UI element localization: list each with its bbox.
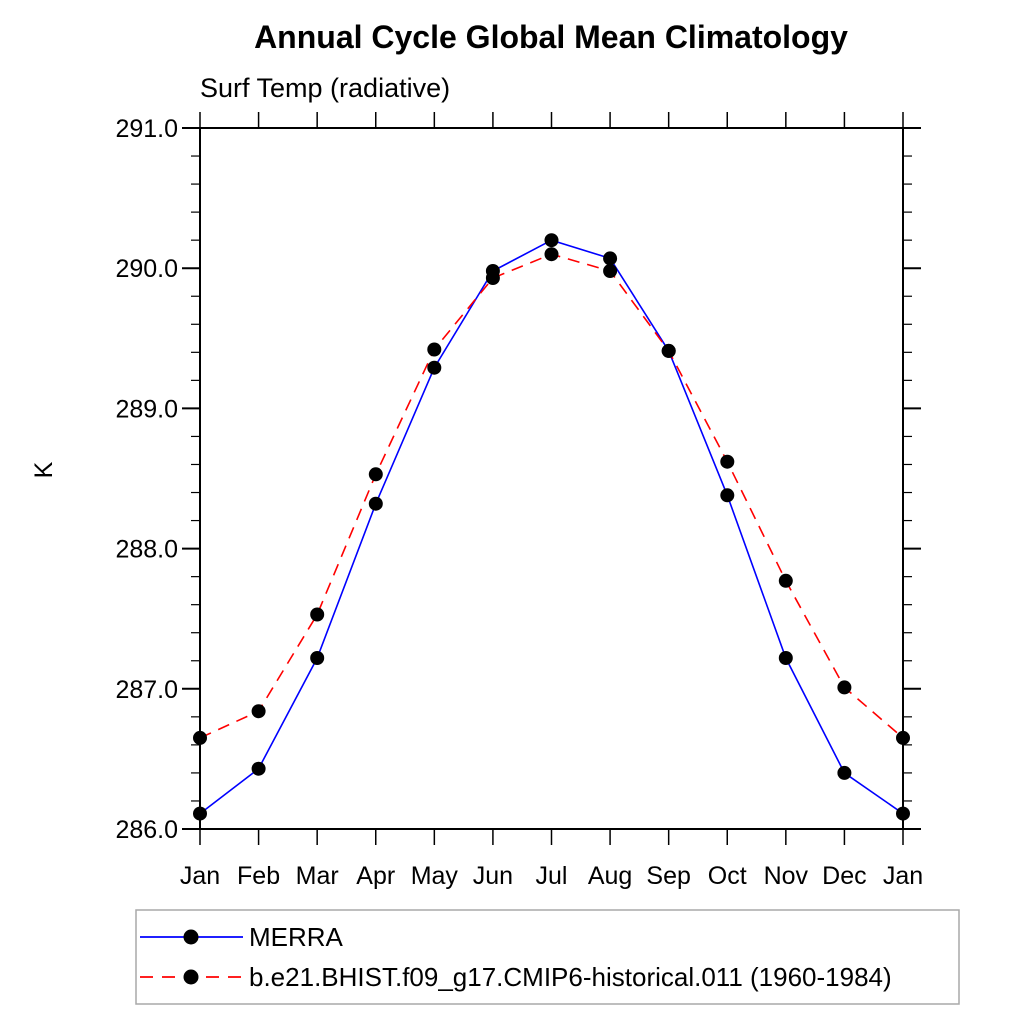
y-axis-tick-label: 290.0 (115, 255, 178, 283)
x-axis-tick-label: May (411, 862, 459, 890)
chart-subtitle: Surf Temp (radiative) (200, 73, 450, 103)
axis-frame (199, 127, 904, 830)
y-axis-tick-label: 291.0 (115, 115, 178, 143)
y-axis-tick-label: 288.0 (115, 536, 178, 564)
data-point-model-run-apr-3 (368, 467, 383, 482)
data-point-model-run-oct-9 (720, 454, 735, 469)
legend: MERRA b.e21.BHIST.f09_g17.CMIP6-historic… (135, 909, 960, 1005)
x-axis-tick-label: Nov (764, 862, 809, 890)
data-point-merra-may-4 (427, 360, 442, 375)
x-axis-tick-label: Jun (473, 862, 513, 890)
series-line-model-run (199, 253, 904, 739)
data-point-merra-oct-9 (720, 488, 735, 503)
data-point-model-run-jun-5 (485, 271, 500, 285)
data-point-merra-jan-0 (193, 806, 207, 821)
y-axis-tick-label: 286.0 (115, 816, 178, 844)
x-axis-tick-label: Jan (883, 862, 923, 890)
x-axis-tick-label: Oct (708, 862, 747, 890)
legend-item-merra: MERRA (140, 922, 344, 952)
data-point-model-run-may-4 (427, 342, 442, 357)
legend-item-model-run: b.e21.BHIST.f09_g17.CMIP6-historical.011… (140, 962, 892, 992)
data-point-model-run-jul-6 (544, 247, 559, 262)
x-axis-tick-label: Dec (822, 862, 866, 890)
y-axis-tick-label: 289.0 (115, 395, 178, 423)
x-axis-tick-label: Apr (356, 862, 395, 890)
data-point-model-run-jan-0 (193, 730, 207, 745)
x-axis-tick-label: Jan (180, 862, 220, 890)
data-point-merra-feb-1 (251, 761, 266, 776)
x-axis-tick-label: Feb (237, 862, 280, 890)
legend-label-model-run: b.e21.BHIST.f09_g17.CMIP6-historical.011… (249, 962, 892, 992)
data-point-model-run-dec-11 (837, 680, 852, 695)
chart-title: Annual Cycle Global Mean Climatology (254, 19, 848, 55)
plot-area: 286.0 287.0 288.0 289.0 290.0 291.0 Jan Feb Mar A… (115, 112, 923, 890)
legend-marker-model-run (183, 969, 199, 985)
x-axis-tick-label: Aug (588, 862, 632, 890)
data-point-model-run-feb-1 (251, 704, 266, 719)
data-point-model-run-aug-7 (603, 264, 618, 278)
data-point-merra-jan-12 (896, 806, 910, 821)
data-point-model-run-jan-12 (896, 730, 910, 745)
data-point-model-run-nov-10 (778, 573, 793, 588)
data-point-merra-nov-10 (778, 651, 793, 665)
y-axis-title: K (30, 461, 58, 478)
x-axis-tick-label: Mar (296, 862, 339, 890)
legend-marker-merra (183, 929, 199, 945)
x-axis-tick-label: Sep (646, 862, 690, 890)
series-line-merra (199, 239, 904, 815)
data-point-model-run-mar-2 (310, 607, 325, 622)
legend-box (135, 909, 960, 1005)
legend-label-merra: MERRA (249, 922, 344, 952)
data-point-model-run-sep-8 (661, 343, 676, 358)
data-point-merra-mar-2 (310, 651, 325, 665)
y-axis-tick-label: 287.0 (115, 676, 178, 704)
data-point-merra-jul-6 (544, 233, 559, 248)
data-point-merra-dec-11 (837, 765, 852, 780)
data-point-merra-apr-3 (368, 496, 383, 511)
x-axis-tick-label: Jul (536, 862, 568, 890)
data-point-merra-aug-7 (603, 251, 618, 266)
